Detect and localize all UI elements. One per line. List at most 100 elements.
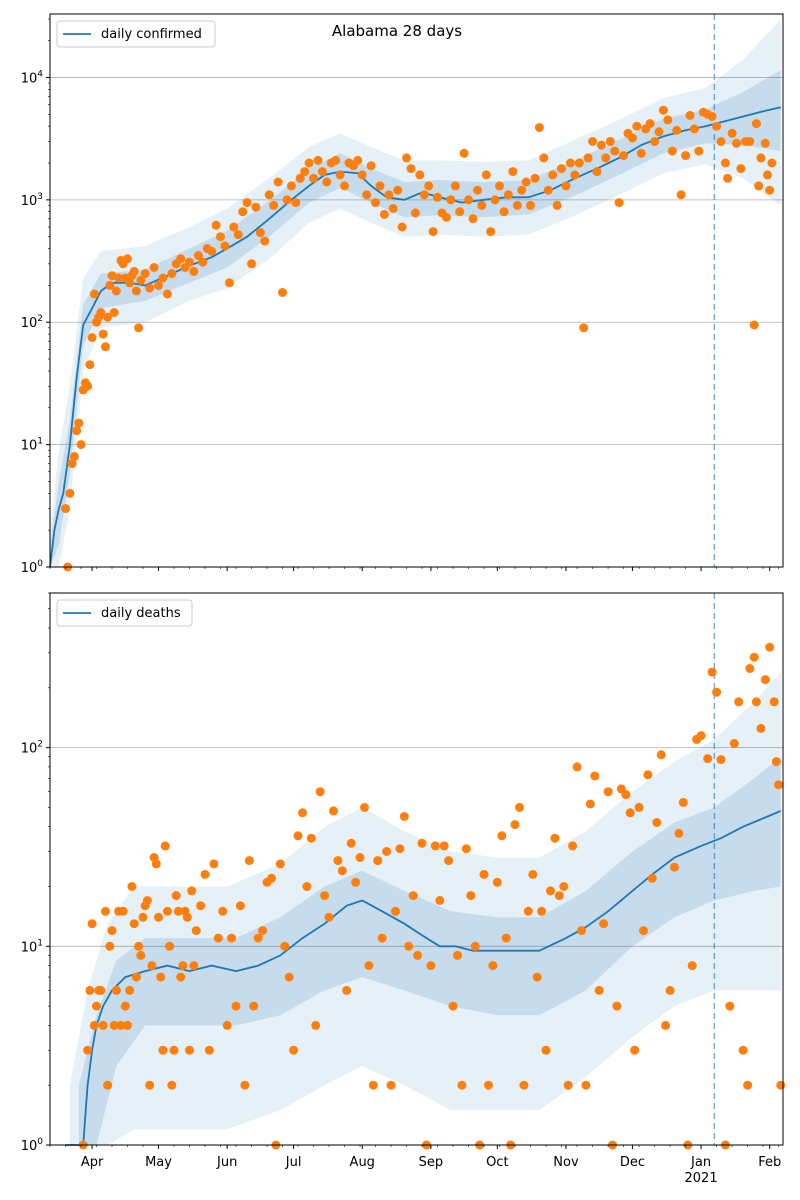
confirmed-observed-point bbox=[207, 246, 217, 256]
confirmed-panel: 100 101 102 103 104 daily confirmed Alabama … bbox=[21, 13, 784, 576]
confirmed-observed-point bbox=[229, 222, 239, 232]
deaths-observed-point bbox=[395, 844, 405, 854]
deaths-observed-point bbox=[189, 961, 199, 971]
confirmed-observed-point bbox=[619, 151, 629, 161]
confirmed-observed-point bbox=[472, 185, 482, 195]
confirmed-observed-point bbox=[375, 181, 385, 191]
deaths-observed-point bbox=[209, 859, 219, 869]
deaths-band-outer bbox=[69, 672, 781, 1145]
confirmed-observed-point bbox=[269, 200, 279, 210]
deaths-observed-point bbox=[734, 697, 744, 707]
deaths-observed-point bbox=[417, 838, 427, 848]
month-label: Oct bbox=[486, 1155, 508, 1170]
confirmed-observed-point bbox=[754, 181, 764, 191]
confirmed-observed-point bbox=[574, 158, 584, 168]
confirmed-observed-point bbox=[539, 153, 549, 163]
deaths-observed-point bbox=[136, 950, 146, 960]
deaths-band-inner bbox=[78, 756, 781, 1145]
deaths-observed-point bbox=[258, 926, 268, 936]
deaths-observed-point bbox=[178, 961, 188, 971]
deaths-observed-point bbox=[745, 664, 755, 673]
deaths-observed-point bbox=[156, 972, 166, 982]
confirmed-observed-point bbox=[286, 181, 296, 191]
deaths-observed-point bbox=[109, 1020, 119, 1030]
deaths-legend-box bbox=[56, 599, 193, 627]
confirmed-observed-point bbox=[503, 190, 513, 200]
deaths-observed-point bbox=[222, 1020, 232, 1030]
confirmed-observed-point bbox=[89, 289, 99, 299]
confirmed-observed-point bbox=[654, 127, 664, 137]
confirmed-observed-point bbox=[98, 329, 108, 339]
confirmed-observed-point bbox=[446, 195, 456, 205]
confirmed-observed-point bbox=[763, 170, 772, 180]
confirmed-observed-point bbox=[193, 251, 203, 261]
confirmed-legend-box bbox=[56, 20, 216, 48]
deaths-observed-points bbox=[78, 642, 786, 1150]
confirmed-observed-point bbox=[278, 288, 287, 297]
confirmed-observed-point bbox=[317, 167, 327, 177]
deaths-observed-point bbox=[408, 891, 418, 901]
confirmed-observed-point bbox=[220, 241, 230, 251]
confirmed-observed-point bbox=[242, 198, 252, 208]
confirmed-observed-point bbox=[552, 200, 562, 210]
confirmed-observed-point bbox=[216, 232, 225, 242]
deaths-observed-point bbox=[404, 941, 414, 951]
deaths-observed-point bbox=[204, 1045, 214, 1055]
deaths-observed-point bbox=[630, 1045, 640, 1055]
confirmed-observed-point bbox=[309, 173, 318, 183]
confirmed-observed-point bbox=[627, 133, 637, 143]
deaths-panel: 100 101 102 daily deaths Apr May Jun Jul Aug Se… bbox=[21, 592, 786, 1186]
confirmed-observed-point bbox=[69, 452, 79, 461]
confirmed-observed-point bbox=[402, 153, 411, 163]
confirmed-observed-point bbox=[534, 123, 544, 132]
deaths-observed-point bbox=[725, 1001, 735, 1011]
confirmed-observed-point bbox=[125, 278, 135, 288]
confirmed-observed-point bbox=[521, 177, 531, 187]
confirmed-band-outer bbox=[50, 19, 781, 568]
deaths-observed-point bbox=[738, 1045, 748, 1055]
confirmed-observed-point bbox=[105, 280, 115, 290]
deaths-observed-point bbox=[501, 933, 511, 943]
deaths-observed-point bbox=[253, 933, 263, 943]
deaths-y-tick-label: 101 bbox=[21, 938, 43, 955]
deaths-observed-point bbox=[568, 841, 578, 851]
deaths-observed-point bbox=[116, 1020, 126, 1030]
confirmed-observed-point bbox=[76, 440, 86, 450]
deaths-observed-point bbox=[107, 926, 117, 936]
confirmed-observed-point bbox=[765, 185, 775, 195]
deaths-y-tick-label: 100 bbox=[21, 1137, 44, 1154]
deaths-observed-point bbox=[523, 906, 533, 916]
confirmed-observed-point bbox=[636, 148, 646, 158]
confirmed-observed-point bbox=[211, 220, 221, 230]
confirmed-observed-point bbox=[273, 177, 283, 187]
deaths-observed-point bbox=[280, 941, 290, 951]
deaths-observed-point bbox=[145, 1080, 155, 1090]
deaths-observed-point bbox=[147, 961, 157, 971]
confirmed-observed-point bbox=[685, 110, 695, 120]
deaths-observed-point bbox=[563, 1080, 573, 1090]
deaths-outer-band bbox=[69, 672, 781, 1145]
deaths-legend: daily deaths bbox=[56, 599, 193, 627]
confirmed-observed-point bbox=[123, 254, 132, 264]
confirmed-observed-point bbox=[406, 164, 416, 174]
confirmed-observed-point bbox=[397, 222, 407, 232]
deaths-observed-point bbox=[712, 687, 722, 697]
confirmed-observed-point bbox=[455, 207, 465, 217]
confirmed-observed-point bbox=[650, 137, 660, 146]
deaths-observed-point bbox=[368, 1080, 378, 1090]
deaths-observed-point bbox=[466, 891, 476, 901]
deaths-y-ticks: 100 101 102 bbox=[21, 592, 50, 1154]
deaths-observed-point bbox=[377, 933, 387, 943]
deaths-observed-point bbox=[444, 856, 454, 866]
confirmed-observed-point bbox=[291, 198, 301, 208]
deaths-observed-point bbox=[687, 961, 697, 971]
confirmed-observed-point bbox=[450, 181, 460, 191]
deaths-observed-point bbox=[173, 906, 183, 916]
confirmed-observed-point bbox=[87, 333, 97, 342]
deaths-inner-band bbox=[78, 756, 781, 1145]
deaths-observed-point bbox=[386, 1080, 396, 1090]
confirmed-observed-point bbox=[561, 181, 571, 191]
confirmed-observed-point bbox=[233, 230, 243, 240]
deaths-observed-point bbox=[497, 831, 507, 841]
confirmed-outer-band bbox=[50, 19, 781, 568]
